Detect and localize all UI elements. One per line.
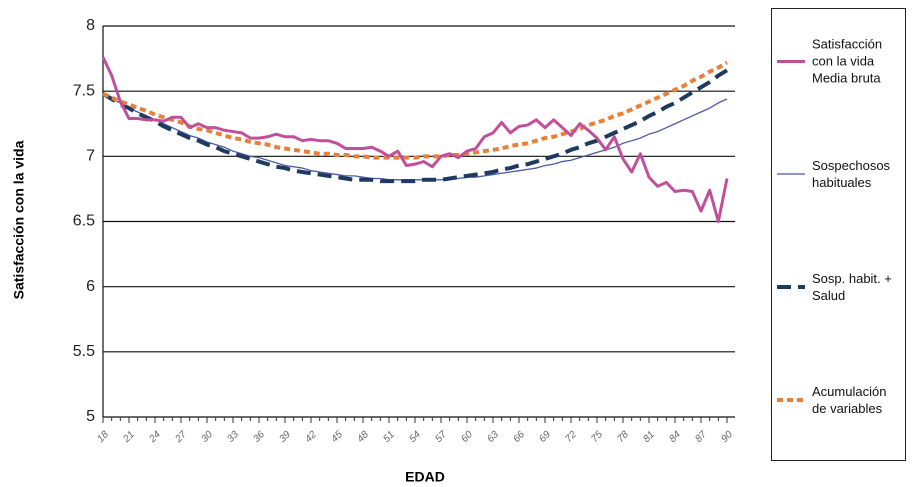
y-tick-label: 5 <box>86 408 95 425</box>
legend-label: Satisfacción con la vida Media bruta <box>812 36 883 86</box>
series-line <box>102 60 729 160</box>
series-line <box>101 56 729 223</box>
legend-swatch <box>777 173 805 175</box>
x-tick-label: 45 <box>329 429 345 445</box>
y-tick-label: 6.5 <box>73 213 95 230</box>
x-tick-label: 30 <box>199 429 215 445</box>
legend-item: Satisfacción con la vida Media bruta <box>776 36 904 87</box>
y-axis-label: Satisfacción con la vida <box>11 140 27 299</box>
x-tick-label: 60 <box>459 429 475 445</box>
legend-swatch <box>777 398 805 402</box>
x-tick-label: 48 <box>355 429 371 445</box>
x-tick-label: 33 <box>225 429 241 445</box>
x-tick-label: 75 <box>589 429 605 445</box>
legend-item: Sosp. habit. + Salud <box>776 270 904 304</box>
legend-item: Sospechosos habituales <box>776 157 904 191</box>
x-tick-label: 72 <box>563 429 579 445</box>
x-tick-label: 69 <box>537 429 553 445</box>
x-tick-label: 78 <box>615 429 631 445</box>
x-tick-label: 81 <box>641 429 657 445</box>
legend-swatch <box>777 59 805 63</box>
x-tick-label: 42 <box>303 429 319 445</box>
y-tick-label: 7.5 <box>73 82 95 99</box>
y-tick-label: 6 <box>86 278 95 295</box>
x-tick-label: 66 <box>511 429 527 445</box>
x-tick-label: 84 <box>667 429 683 445</box>
x-tick-label: 51 <box>381 429 397 445</box>
x-tick-label: 90 <box>719 429 735 445</box>
y-tick-label: 5.5 <box>73 343 95 360</box>
x-tick-label: 54 <box>407 429 423 445</box>
x-tick-label: 21 <box>121 429 137 445</box>
chart: Satisfacción con la vida EDAD 5 5.5 6 6.5 7 7… <box>11 17 736 485</box>
x-tick-label: 63 <box>485 429 501 445</box>
x-tick-label: 39 <box>277 429 293 445</box>
x-tick-label: 36 <box>251 429 267 445</box>
x-tick-label: 18 <box>95 429 111 445</box>
x-tick-label: 24 <box>147 429 164 446</box>
legend-label: Sospechosos habituales <box>812 158 891 190</box>
legend-label: Sosp. habit. + Salud <box>812 271 892 303</box>
legend-item: Acumulación de variables <box>776 383 904 417</box>
x-axis-label: EDAD <box>405 469 445 485</box>
x-tick-label: 87 <box>693 429 709 445</box>
y-tick-label: 8 <box>86 17 95 34</box>
x-tick-label: 27 <box>173 429 190 446</box>
x-tick-label: 57 <box>433 429 449 445</box>
y-tick-label: 7 <box>86 148 95 165</box>
legend-label: Acumulación de variables <box>812 384 887 416</box>
legend: Satisfacción con la vida Media bruta Sosp… <box>771 8 906 461</box>
series-line <box>101 68 729 184</box>
legend-swatch <box>777 285 805 289</box>
